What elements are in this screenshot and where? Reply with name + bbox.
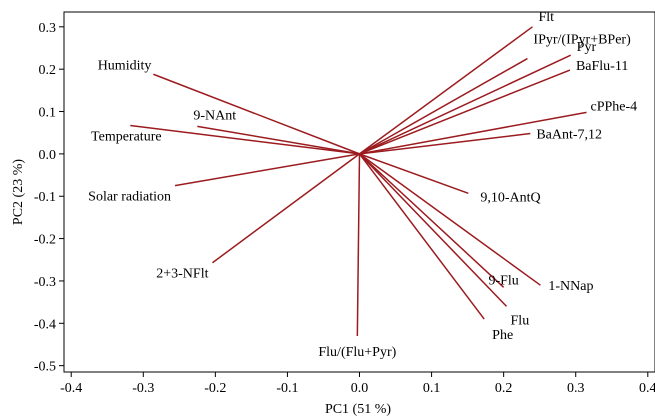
loading-vector [197, 125, 360, 155]
loading-vector [359, 54, 571, 155]
x-tick-label: 0.3 [567, 381, 585, 396]
vector-labels: Flt IPyr/(IPyr+BPer)Pyr BaFlu-11 cPPhe-4 BaA… [88, 10, 637, 360]
loading-vector [359, 132, 531, 155]
vector-label: Humidity [98, 58, 152, 73]
axis-ticks: -0.4 -0.3 -0.2 -0.1 0.0 0.1 0.2 0.3 0.4 0.3 0.2 0.1… [34, 21, 655, 396]
loading-vector [358, 153, 508, 307]
y-tick-label: -0.4 [34, 317, 56, 332]
loading-vector [130, 124, 360, 155]
loading-vector [359, 153, 541, 286]
vector-label: 9,10-AntQ [480, 190, 540, 205]
y-tick-label: 0.1 [39, 106, 57, 121]
x-axis-title: PC1 (51 %) [325, 402, 391, 417]
vector-label: Flu/(Flu+Pyr) [318, 345, 396, 360]
vector-label: Solar radiation [88, 190, 171, 205]
loading-vector [359, 153, 469, 194]
vector-label: BaFlu-11 [576, 59, 628, 74]
loading-vector [359, 111, 587, 155]
loading-vector [358, 153, 505, 288]
vector-label: cPPhe-4 [591, 99, 638, 114]
y-tick-label: -0.2 [34, 233, 56, 248]
loading-vector [359, 26, 533, 155]
x-tick-label: -0.3 [132, 381, 154, 396]
vector-label: 2+3-NFlt [156, 267, 208, 282]
loading-vector [153, 73, 360, 155]
vector-label: Flt [538, 10, 554, 25]
x-tick-label: 0.2 [495, 381, 513, 396]
loading-vector [358, 153, 485, 320]
y-tick-label: -0.5 [34, 360, 56, 375]
loading-vector [359, 69, 571, 155]
y-tick-label: -0.1 [34, 190, 56, 205]
x-tick-label: 0.0 [351, 381, 369, 396]
vector-label: 9-Flu [488, 273, 518, 288]
vector-label: IPyr/(IPyr+BPer) [533, 33, 631, 48]
vector-label: BaAnt-7,12 [536, 128, 602, 143]
loading-vector [356, 153, 361, 337]
loading-vector [359, 57, 528, 155]
x-tick-label: -0.1 [276, 381, 298, 396]
vector-label: 9-NAnt [193, 108, 236, 123]
vector-label: Temperature [91, 130, 162, 145]
loading-vectors [130, 26, 587, 337]
vector-label: Flu [511, 313, 530, 328]
loading-vector [174, 153, 360, 187]
x-tick-label: 0.4 [639, 381, 655, 396]
vector-label: Pyr [577, 40, 597, 55]
y-tick-label: -0.3 [34, 275, 56, 290]
y-tick-label: 0.0 [39, 148, 57, 163]
x-tick-label: 0.1 [423, 381, 441, 396]
y-tick-label: 0.2 [39, 63, 57, 78]
loading-vector [212, 153, 360, 264]
x-tick-label: -0.4 [60, 381, 82, 396]
y-tick-label: 0.3 [39, 21, 57, 36]
x-tick-label: -0.2 [204, 381, 226, 396]
vector-label: 1-NNap [548, 279, 593, 294]
vector-label: Phe [492, 328, 513, 343]
y-axis-title: PC2 (23 %) [11, 159, 26, 225]
